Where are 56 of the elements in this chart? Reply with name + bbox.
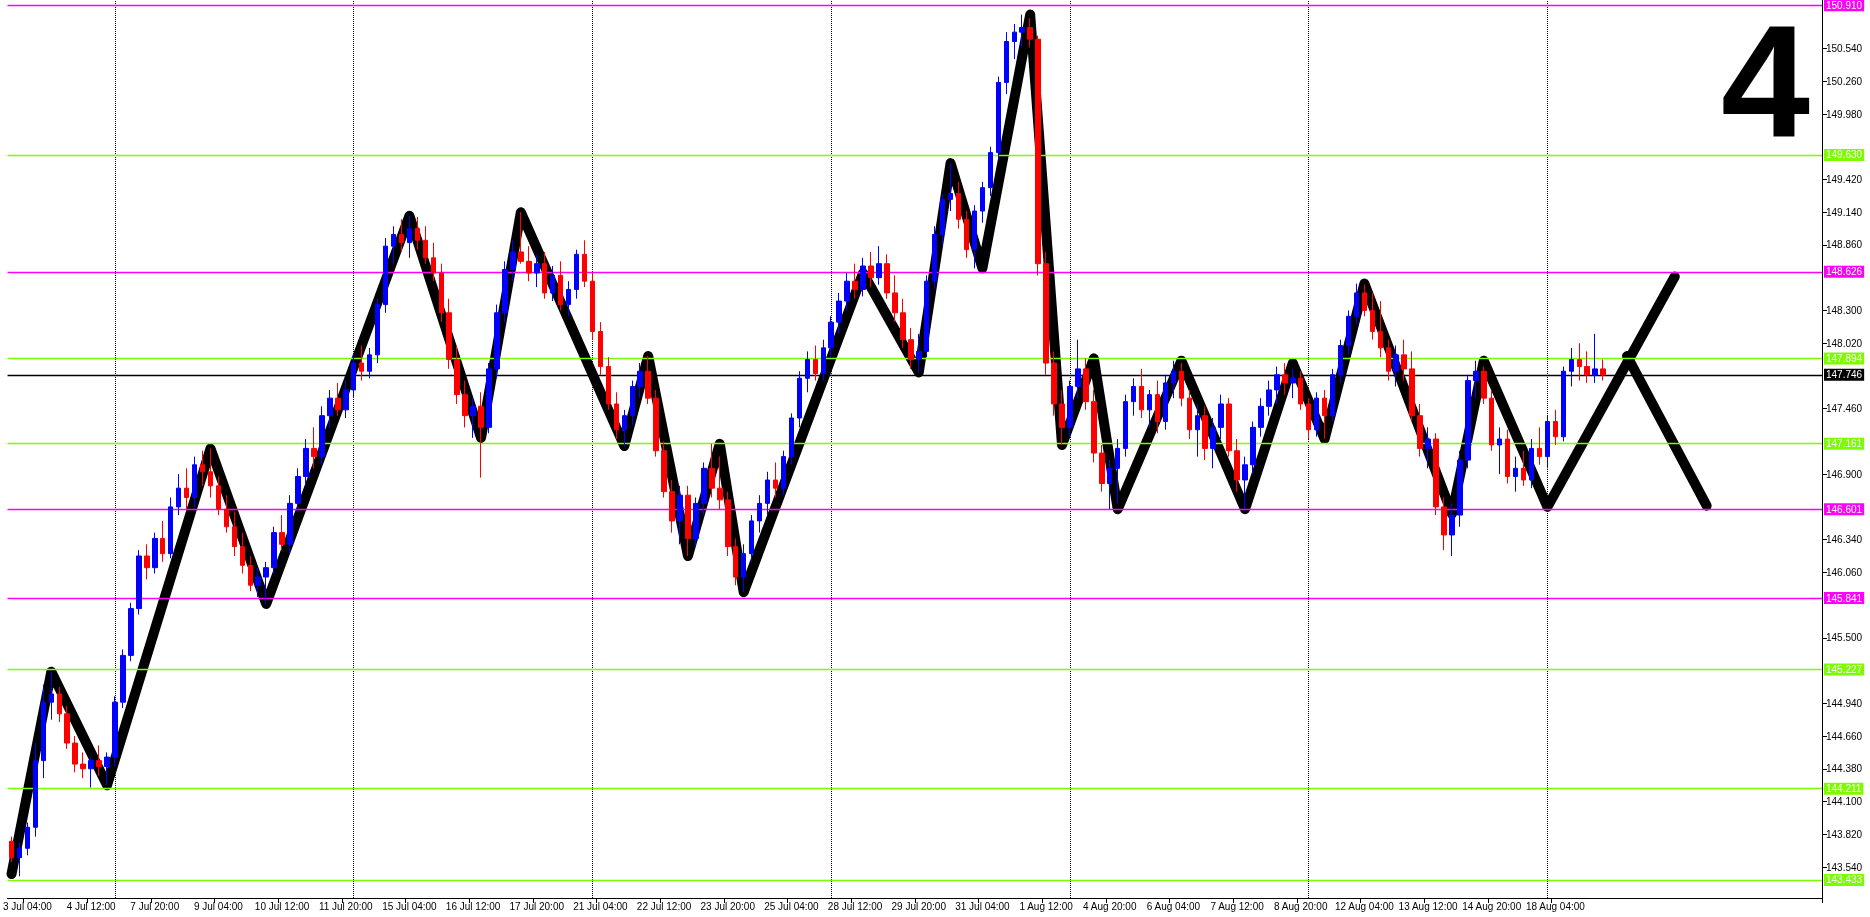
x-tick-label: 14 Aug 20:00	[1462, 900, 1522, 912]
x-tick-label: 10 Jul 12:00	[254, 900, 310, 912]
y-tick-label: 150.260	[1826, 75, 1863, 87]
y-tick-label: 145.500	[1826, 632, 1863, 644]
y-tick-label: 143.540	[1826, 861, 1863, 873]
y-tick-label: 148.860	[1826, 239, 1863, 251]
x-tick-label: 6 Aug 04:00	[1146, 900, 1201, 912]
y-tick-label: 149.420	[1826, 173, 1863, 185]
y-tick-label: 146.060	[1826, 566, 1863, 578]
ref-line-label: 143.433	[1826, 874, 1863, 886]
x-tick-label: 15 Jul 04:00	[382, 900, 438, 912]
y-tick-label: 146.900	[1826, 468, 1863, 480]
y-tick-label: 150.540	[1826, 43, 1863, 55]
x-tick-label: 16 Jul 12:00	[445, 900, 501, 912]
ref-line-label: 144.211	[1826, 783, 1862, 795]
ref-line-label: 145.227	[1826, 663, 1863, 675]
ref-line-label: 147.161	[1826, 438, 1863, 450]
y-tick-label: 148.020	[1826, 337, 1863, 349]
ref-line-label: 149.630	[1826, 149, 1863, 161]
x-tick-label: 3 Jul 04:00	[2, 900, 53, 912]
x-tick-label: 25 Jul 04:00	[764, 900, 820, 912]
x-tick-label: 18 Aug 04:00	[1525, 900, 1586, 912]
x-tick-label: 12 Aug 04:00	[1334, 900, 1395, 912]
x-tick-label: 17 Jul 20:00	[509, 900, 565, 912]
ref-line-label: 150.910	[1826, 0, 1863, 11]
y-tick-label: 144.380	[1826, 763, 1863, 775]
y-tick-label: 146.340	[1826, 534, 1863, 546]
y-tick-label: 149.980	[1826, 108, 1863, 120]
y-tick-label: 144.940	[1826, 697, 1863, 709]
x-tick-label: 4 Jul 12:00	[66, 900, 117, 912]
x-tick-label: 1 Aug 12:00	[1019, 900, 1074, 912]
x-tick-label: 9 Jul 04:00	[193, 900, 244, 912]
annotation: 4	[1721, 0, 1811, 170]
x-tick-label: 22 Jul 12:00	[636, 900, 692, 912]
ref-line-label: 147.746	[1826, 369, 1863, 381]
x-tick-label: 7 Jul 20:00	[130, 900, 180, 912]
x-tick-label: 23 Jul 20:00	[700, 900, 756, 912]
y-tick-label: 147.460	[1826, 403, 1863, 415]
ref-line-label: 145.841	[1826, 592, 1863, 604]
x-tick-label: 7 Aug 12:00	[1210, 900, 1265, 912]
x-tick-label: 28 Jul 12:00	[827, 900, 883, 912]
x-tick-label: 13 Aug 12:00	[1398, 900, 1458, 912]
ref-line-label: 146.601	[1826, 503, 1863, 515]
y-tick-label: 144.100	[1826, 796, 1863, 808]
y-tick-label: 144.660	[1826, 730, 1863, 742]
y-tick-label: 143.820	[1826, 828, 1863, 840]
x-tick-label: 21 Jul 04:00	[573, 900, 629, 912]
ref-line-label: 148.626	[1826, 266, 1863, 278]
x-tick-label: 31 Jul 04:00	[955, 900, 1011, 912]
y-tick-label: 148.300	[1826, 304, 1863, 316]
x-tick-label: 29 Jul 20:00	[891, 900, 947, 912]
x-tick-label: 11 Jul 20:00	[318, 900, 374, 912]
y-tick-label: 149.140	[1826, 206, 1863, 218]
x-tick-label: 4 Aug 20:00	[1083, 900, 1137, 912]
ref-line-label: 147.894	[1826, 352, 1863, 364]
x-tick-label: 8 Aug 20:00	[1274, 900, 1328, 912]
